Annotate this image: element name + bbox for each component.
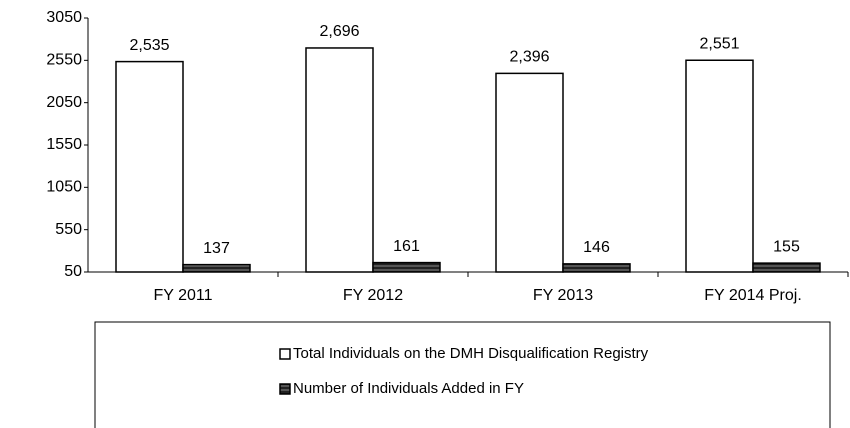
bar: [562, 263, 631, 273]
x-tick-label: FY 2013: [533, 287, 593, 304]
bar: [115, 60, 184, 273]
bar: [372, 261, 441, 273]
y-tick-label: 3050: [46, 9, 82, 26]
y-tick-label: 1050: [46, 179, 82, 196]
value-label: 2,696: [319, 23, 359, 40]
x-tick-label: FY 2014 Proj.: [704, 287, 802, 304]
value-label: 2,535: [129, 37, 169, 54]
x-tick-label: FY 2012: [343, 287, 403, 304]
value-label: 146: [583, 239, 610, 256]
legend: Total Individuals on the DMH Disqualific…: [94, 321, 831, 428]
y-tick-label: 1550: [46, 136, 82, 153]
legend-box: [94, 321, 831, 428]
value-label: 2,551: [699, 35, 739, 52]
legend-label: Total Individuals on the DMH Disqualific…: [293, 345, 649, 362]
bar: [685, 59, 754, 273]
legend-swatch: [279, 383, 291, 395]
bar: [305, 47, 374, 273]
y-tick-label: 2050: [46, 94, 82, 111]
value-label: 2,396: [509, 49, 549, 66]
y-tick-label: 2550: [46, 52, 82, 69]
y-tick-label: 550: [55, 221, 82, 238]
bar: [495, 72, 564, 273]
value-label: 155: [773, 238, 800, 255]
legend-swatch: [279, 348, 291, 360]
bar: [752, 262, 821, 273]
value-label: 137: [203, 240, 230, 257]
x-tick-label: FY 2011: [153, 287, 212, 304]
value-label: 161: [393, 238, 420, 255]
bar: [182, 263, 251, 273]
y-tick-label: 50: [64, 263, 82, 280]
legend-label: Number of Individuals Added in FY: [293, 380, 524, 397]
